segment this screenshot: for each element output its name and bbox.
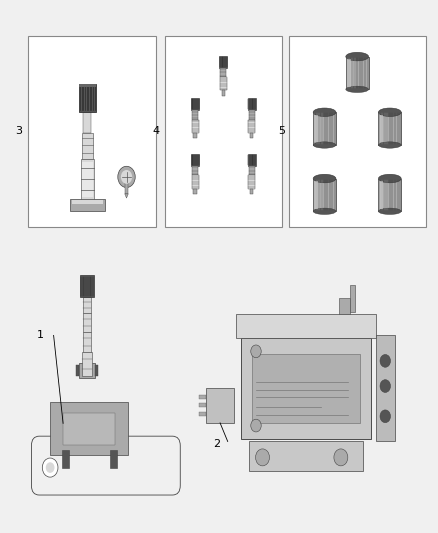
Circle shape	[380, 410, 391, 423]
Bar	[72, 200, 102, 204]
Bar	[82, 133, 92, 159]
Bar	[376, 335, 395, 441]
Bar	[222, 91, 225, 96]
Bar	[248, 99, 255, 110]
Circle shape	[251, 345, 261, 358]
Circle shape	[380, 379, 391, 392]
Bar	[79, 84, 95, 87]
Bar	[76, 365, 79, 376]
Bar	[110, 450, 117, 469]
Bar	[62, 450, 69, 469]
Bar	[378, 179, 401, 211]
Bar	[237, 314, 376, 338]
Bar	[314, 115, 318, 142]
Bar	[313, 112, 336, 145]
Bar	[346, 56, 368, 90]
Bar	[191, 154, 199, 166]
Bar	[82, 162, 92, 197]
Ellipse shape	[313, 174, 336, 183]
Circle shape	[255, 449, 269, 466]
Bar	[79, 84, 95, 112]
Bar	[252, 354, 360, 423]
Bar	[95, 365, 98, 376]
Text: 2: 2	[213, 439, 220, 449]
Ellipse shape	[378, 174, 401, 183]
Circle shape	[334, 449, 348, 466]
Bar	[83, 332, 92, 352]
Bar	[249, 166, 254, 175]
Circle shape	[251, 419, 261, 432]
Bar	[50, 402, 128, 455]
Bar	[81, 159, 94, 199]
Bar	[191, 119, 198, 133]
Bar	[165, 36, 282, 227]
Bar	[350, 285, 355, 312]
Polygon shape	[125, 194, 128, 198]
Bar	[193, 189, 197, 194]
Circle shape	[118, 166, 135, 188]
Bar	[347, 59, 350, 87]
Circle shape	[46, 462, 54, 473]
Bar	[192, 110, 198, 119]
Bar	[313, 179, 336, 211]
Bar	[192, 166, 198, 175]
Text: 1: 1	[37, 330, 44, 341]
Bar	[199, 394, 206, 399]
Bar	[314, 181, 318, 208]
Bar	[28, 36, 156, 227]
Bar	[250, 441, 363, 471]
Bar	[80, 275, 94, 297]
Bar	[249, 110, 254, 119]
Bar	[250, 189, 253, 194]
Bar	[206, 389, 234, 423]
Bar	[380, 115, 383, 142]
Bar	[82, 352, 92, 376]
Circle shape	[121, 170, 132, 184]
Text: 4: 4	[152, 126, 159, 136]
Bar	[83, 313, 92, 332]
Bar	[83, 297, 92, 313]
Ellipse shape	[313, 142, 336, 148]
Bar	[70, 199, 105, 211]
Bar	[378, 112, 401, 145]
Bar	[79, 362, 95, 378]
Text: 5: 5	[279, 126, 286, 136]
Bar	[250, 133, 253, 138]
Ellipse shape	[378, 142, 401, 148]
Bar	[199, 412, 206, 416]
Bar	[220, 77, 227, 91]
Circle shape	[380, 354, 391, 367]
Text: 3: 3	[15, 126, 22, 136]
Bar	[219, 56, 227, 68]
Bar	[63, 413, 115, 445]
Circle shape	[42, 458, 58, 477]
Bar	[248, 154, 255, 166]
Bar	[241, 338, 371, 439]
Ellipse shape	[346, 86, 368, 93]
Bar	[248, 175, 255, 189]
Bar	[339, 298, 350, 314]
Bar	[193, 133, 197, 138]
Bar	[191, 175, 198, 189]
Ellipse shape	[346, 52, 368, 61]
Ellipse shape	[313, 108, 336, 117]
Bar	[199, 403, 206, 407]
Bar	[289, 36, 426, 227]
Ellipse shape	[313, 208, 336, 214]
Bar	[83, 112, 91, 133]
Bar	[191, 99, 199, 110]
Ellipse shape	[378, 208, 401, 214]
Bar	[125, 177, 128, 194]
Bar	[380, 181, 383, 208]
Ellipse shape	[378, 108, 401, 117]
Bar	[220, 68, 226, 77]
Bar	[248, 119, 255, 133]
